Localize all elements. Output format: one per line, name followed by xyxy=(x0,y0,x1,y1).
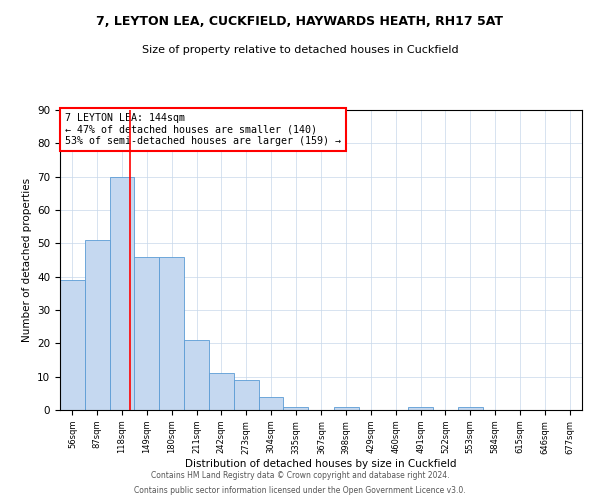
Bar xyxy=(408,406,433,410)
Bar xyxy=(334,406,359,410)
Bar xyxy=(85,240,110,410)
Bar xyxy=(283,406,308,410)
Text: Contains public sector information licensed under the Open Government Licence v3: Contains public sector information licen… xyxy=(134,486,466,495)
Text: 7, LEYTON LEA, CUCKFIELD, HAYWARDS HEATH, RH17 5AT: 7, LEYTON LEA, CUCKFIELD, HAYWARDS HEATH… xyxy=(97,15,503,28)
Bar xyxy=(259,396,283,410)
Text: 7 LEYTON LEA: 144sqm
← 47% of detached houses are smaller (140)
53% of semi-deta: 7 LEYTON LEA: 144sqm ← 47% of detached h… xyxy=(65,113,341,146)
Bar xyxy=(458,406,483,410)
Bar xyxy=(209,374,234,410)
Text: Contains HM Land Registry data © Crown copyright and database right 2024.: Contains HM Land Registry data © Crown c… xyxy=(151,471,449,480)
Bar xyxy=(60,280,85,410)
Y-axis label: Number of detached properties: Number of detached properties xyxy=(22,178,32,342)
X-axis label: Distribution of detached houses by size in Cuckfield: Distribution of detached houses by size … xyxy=(185,460,457,469)
Bar xyxy=(134,256,159,410)
Text: Size of property relative to detached houses in Cuckfield: Size of property relative to detached ho… xyxy=(142,45,458,55)
Bar xyxy=(234,380,259,410)
Bar xyxy=(184,340,209,410)
Bar xyxy=(110,176,134,410)
Bar xyxy=(159,256,184,410)
